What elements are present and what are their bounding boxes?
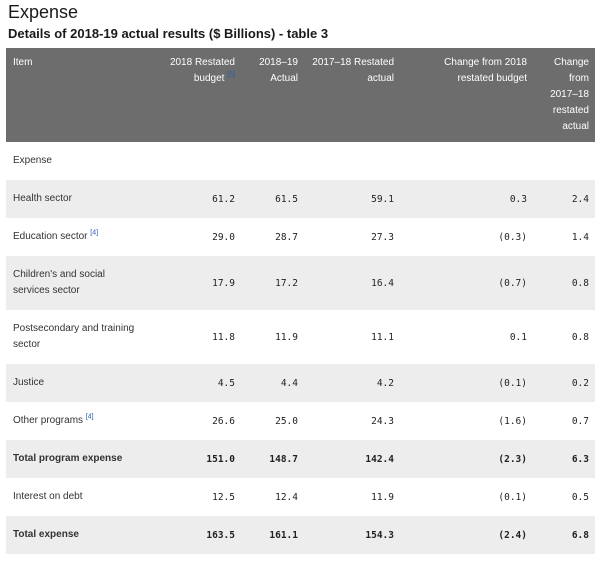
change-prior-cell: 0.5 — [571, 491, 589, 503]
change-prior-cell: 0.2 — [533, 364, 595, 402]
footnote-link[interactable]: [4] — [90, 229, 99, 237]
change-budget-cell: 0.3 — [400, 180, 533, 218]
table-row: Health sector 61.2 61.5 59.1 0.3 2.4 — [6, 180, 595, 218]
restated-budget-cell: 163.5 — [146, 516, 241, 554]
change-prior-cell: 0.8 — [571, 331, 589, 343]
actual-cell: 148.7 — [241, 440, 304, 478]
column-header-change-prior: Change from 2017–18 restated actual — [533, 48, 595, 142]
actual-cell: 12.4 — [275, 491, 298, 503]
column-header-actual: 2018–19 Actual — [241, 48, 304, 142]
actual-cell: 28.7 — [275, 231, 298, 243]
restated-budget-cell: 12.5 — [212, 491, 235, 503]
restated-budget-cell: 26.6 — [212, 415, 235, 427]
prior-actual-cell: 27.3 — [371, 231, 394, 243]
column-header-change-budget: Change from 2018 restated budget — [400, 48, 533, 142]
section-label: Expense — [13, 155, 52, 166]
table-header-row: Item 2018 Restated budget [5] 2018–19 Ac… — [6, 48, 595, 142]
item-label: Education sector [4] — [13, 229, 99, 242]
section-row: Expense — [6, 142, 595, 180]
change-budget-cell: (2.3) — [400, 440, 533, 478]
change-prior-cell: 0.7 — [571, 415, 589, 427]
item-label: Justice — [6, 364, 146, 402]
change-budget-cell: (0.1) — [498, 491, 527, 503]
table-row: Justice 4.5 4.4 4.2 (0.1) 0.2 — [6, 364, 595, 402]
prior-actual-cell: 59.1 — [304, 180, 400, 218]
table-row: Children's and social services sector 17.… — [6, 256, 595, 310]
change-prior-cell: 6.8 — [533, 516, 595, 554]
prior-actual-cell: 24.3 — [371, 415, 394, 427]
page-title: Expense — [8, 2, 79, 22]
prior-actual-cell: 142.4 — [304, 440, 400, 478]
actual-cell: 61.5 — [241, 180, 304, 218]
item-label: Health sector — [6, 180, 146, 218]
change-prior-cell: 6.3 — [533, 440, 595, 478]
footnote-link[interactable]: [4] — [85, 413, 94, 421]
prior-actual-cell: 11.1 — [371, 331, 394, 343]
actual-cell: 4.4 — [241, 364, 304, 402]
item-label: Postsecondary and training sector — [13, 323, 135, 350]
prior-actual-cell: 11.9 — [371, 491, 394, 503]
table-row: Education sector [4] 29.0 28.7 27.3 (0.3) 1.4 — [6, 218, 595, 256]
change-prior-cell: 0.8 — [533, 256, 595, 310]
item-label: Children's and social services sector — [6, 256, 146, 310]
column-header-restated-budget: 2018 Restated budget [5] — [146, 48, 241, 142]
footnote-link[interactable]: [5] — [227, 71, 235, 79]
column-header-item: Item — [6, 48, 146, 142]
restated-budget-cell: 151.0 — [146, 440, 241, 478]
table-row: Total program expense 151.0 148.7 142.4 (2.3… — [6, 440, 595, 478]
item-label: Other programs [4] — [13, 413, 94, 426]
prior-actual-cell: 4.2 — [304, 364, 400, 402]
actual-cell: 161.1 — [241, 516, 304, 554]
change-budget-cell: (2.4) — [400, 516, 533, 554]
table-row: Postsecondary and training sector 11.8 11.… — [6, 310, 595, 364]
restated-budget-cell: 29.0 — [212, 231, 235, 243]
restated-budget-cell: 4.5 — [146, 364, 241, 402]
expense-table: Item 2018 Restated budget [5] 2018–19 Ac… — [6, 48, 595, 554]
item-label: Interest on debt — [13, 491, 83, 502]
item-label: Total expense — [6, 516, 146, 554]
restated-budget-cell: 11.8 — [212, 331, 235, 343]
change-prior-cell: 2.4 — [533, 180, 595, 218]
change-budget-cell: (1.6) — [498, 415, 527, 427]
table-row: Other programs [4] 26.6 25.0 24.3 (1.6) 0.7 — [6, 402, 595, 440]
change-budget-cell: (0.1) — [400, 364, 533, 402]
restated-budget-cell: 61.2 — [146, 180, 241, 218]
actual-cell: 11.9 — [275, 331, 298, 343]
actual-cell: 17.2 — [241, 256, 304, 310]
table-title: Details of 2018-19 actual results ($ Bil… — [8, 26, 329, 41]
change-budget-cell: (0.3) — [498, 231, 527, 243]
change-prior-cell: 1.4 — [571, 231, 589, 243]
column-header-prior-actual: 2017–18 Restated actual — [304, 48, 400, 142]
actual-cell: 25.0 — [275, 415, 298, 427]
prior-actual-cell: 16.4 — [304, 256, 400, 310]
restated-budget-cell: 17.9 — [146, 256, 241, 310]
table-row: Total expense 163.5 161.1 154.3 (2.4) 6.8 — [6, 516, 595, 554]
item-label: Total program expense — [6, 440, 146, 478]
change-budget-cell: 0.1 — [509, 331, 527, 343]
prior-actual-cell: 154.3 — [304, 516, 400, 554]
table-row: Interest on debt 12.5 12.4 11.9 (0.1) 0.5 — [6, 478, 595, 516]
change-budget-cell: (0.7) — [400, 256, 533, 310]
